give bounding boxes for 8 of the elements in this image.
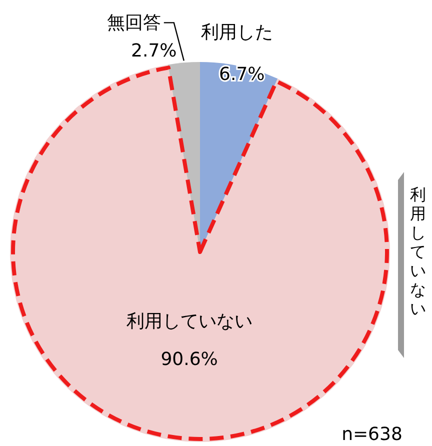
slice-label: 利用した: [200, 22, 273, 43]
data-label: 90.6%: [160, 348, 218, 370]
slice-label: 無回答: [106, 12, 161, 34]
data-label: 6.7%: [219, 64, 265, 85]
text: 利用していない: [410, 185, 426, 318]
data-label: 2.7%: [131, 40, 177, 62]
slice-label: 利用していない: [126, 310, 252, 332]
text: n=638: [342, 424, 402, 445]
